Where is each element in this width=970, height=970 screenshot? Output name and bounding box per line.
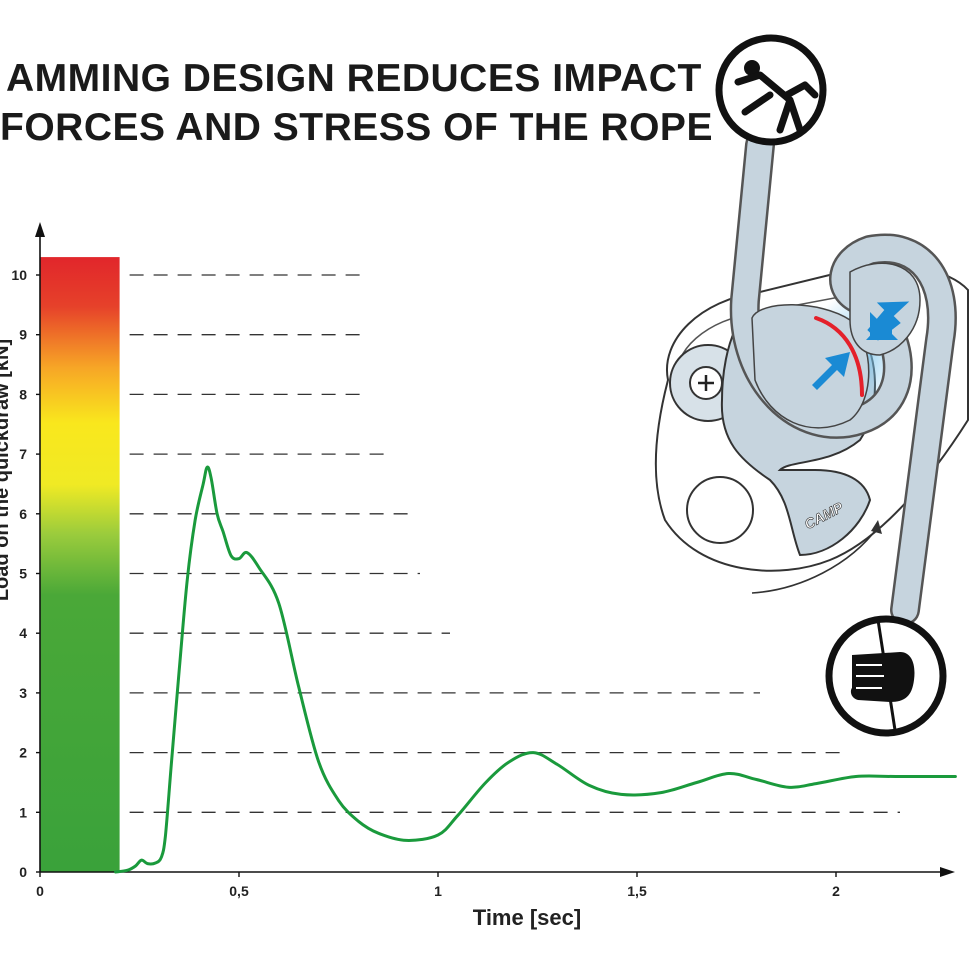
chart-title-line-1: AMMING DESIGN REDUCES IMPACT [6,57,702,100]
x-tick-label: 2 [832,883,840,899]
y-tick-label: 0 [19,864,27,880]
chart-title-line-2: FORCES AND STRESS OF THE ROPE [0,106,713,149]
x-axis-label: Time [sec] [473,905,581,930]
y-tick-label: 1 [19,804,27,820]
y-tick-label: 2 [19,745,27,761]
y-tick-label: 3 [19,685,27,701]
y-tick-label: 9 [19,327,27,343]
x-axis-arrow-icon [940,867,955,877]
y-tick-label: 7 [19,446,27,462]
x-tick-labels: 0 0,5 1 1,5 2 [36,872,840,899]
rotation-arrow-icon [751,526,879,594]
risk-scale-bar [40,257,120,873]
x-tick-label: 1 [434,883,442,899]
squeeze-arrow-icon-lower [812,352,850,390]
squeeze-arrow-icon-upper [866,300,910,341]
y-tick-labels: 0 1 2 3 4 5 6 7 8 9 10 [11,267,40,880]
y-tick-label: 8 [19,386,27,402]
y-tick-label: 5 [19,566,27,582]
y-tick-label: 4 [19,625,27,641]
y-axis-arrow-icon [35,222,45,237]
y-tick-label: 10 [11,267,27,283]
pinch-highlight [814,316,864,397]
hand-grip-icon [825,615,947,737]
grid-lines [129,274,900,813]
x-tick-label: 0,5 [229,883,249,899]
x-tick-label: 1,5 [627,883,647,899]
load-curve-line [114,465,957,874]
y-axis-label: Load on the quickdraw [kN] [0,339,13,601]
x-tick-label: 0 [36,883,44,899]
device-hole [686,476,754,544]
belay-device-illustration: CAMP [654,34,969,737]
load-series [114,465,957,874]
axes [35,222,955,877]
y-tick-label: 6 [19,506,27,522]
rope-bend-area [751,304,870,429]
falling-climber-icon [715,34,827,146]
